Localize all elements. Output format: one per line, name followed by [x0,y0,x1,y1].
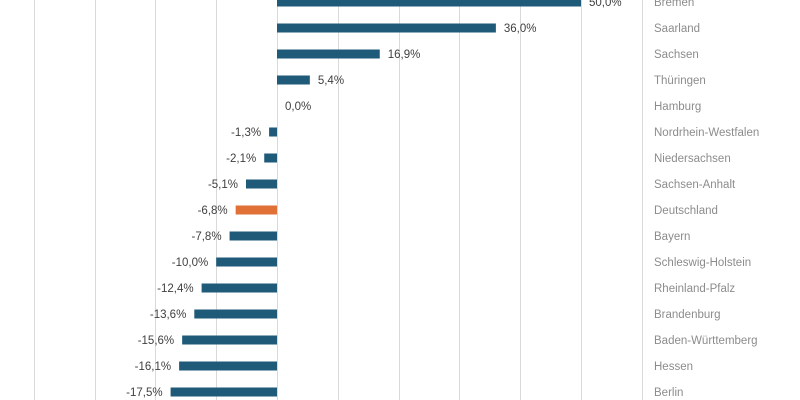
category-label-brandenburg: Brandenburg [654,309,721,321]
value-label-schleswig-holstein: -10,0% [172,257,208,269]
category-label-hessen: Hessen [654,361,693,373]
value-labels: 50,0% 36,0% 16,9% 5,4% 0,0% -1,3% -2,1% -5,1% -6… [126,0,621,399]
bar-th-ringen [277,75,310,85]
category-label-baden-w-rttemberg: Baden-Württemberg [654,335,758,347]
category-label-rheinland-pfalz: Rheinland-Pfalz [654,283,735,295]
bar-bremen [277,0,581,7]
value-label-saarland: 36,0% [504,23,537,35]
category-label-sachsen: Sachsen [654,49,699,61]
gridlines [34,0,643,400]
value-label-brandenburg: -13,6% [150,309,186,321]
category-label-nordrhein-westfalen: Nordrhein-Westfalen [654,127,759,139]
value-label-th-ringen: 5,4% [318,75,344,87]
bar-schleswig-holstein [216,257,277,267]
category-label-bremen: Bremen [654,0,694,9]
bars [170,0,581,397]
bar-hessen [179,361,277,371]
category-label-deutschland: Deutschland [654,205,718,217]
value-label-nordrhein-westfalen: -1,3% [231,127,261,139]
value-label-deutschland: -6,8% [198,205,228,217]
value-label-baden-w-rttemberg: -15,6% [138,335,174,347]
bar-niedersachsen [264,153,277,163]
category-label-hamburg: Hamburg [654,101,701,113]
value-label-sachsen-anhalt: -5,1% [208,179,238,191]
value-label-bayern: -7,8% [192,231,222,243]
category-label-sachsen-anhalt: Sachsen-Anhalt [654,179,736,191]
bar-sachsen [277,49,380,59]
bar-brandenburg [194,309,277,319]
value-label-hessen: -16,1% [135,361,171,373]
category-label-niedersachsen: Niedersachsen [654,153,731,165]
bar-berlin [170,387,277,397]
category-label-bayern: Bayern [654,231,690,243]
bar-nordrhein-westfalen [269,127,277,137]
bar-baden-w-rttemberg [182,335,277,345]
value-label-bremen: 50,0% [589,0,622,9]
category-label-berlin: Berlin [654,387,683,399]
bar-bayern [229,231,277,241]
value-label-rheinland-pfalz: -12,4% [157,283,193,295]
value-label-hamburg: 0,0% [285,101,311,113]
bar-deutschland [235,205,277,215]
bar-sachsen-anhalt [245,179,277,189]
bar-rheinland-pfalz [201,283,277,293]
value-label-sachsen: 16,9% [388,49,421,61]
value-label-niedersachsen: -2,1% [226,153,256,165]
category-labels: Bremen Saarland Sachsen Thüringen Hamburg Nor… [654,0,759,399]
category-label-saarland: Saarland [654,23,700,35]
category-label-th-ringen: Thüringen [654,75,706,87]
category-label-schleswig-holstein: Schleswig-Holstein [654,257,751,269]
bar-saarland [277,23,496,33]
value-label-berlin: -17,5% [126,387,162,399]
